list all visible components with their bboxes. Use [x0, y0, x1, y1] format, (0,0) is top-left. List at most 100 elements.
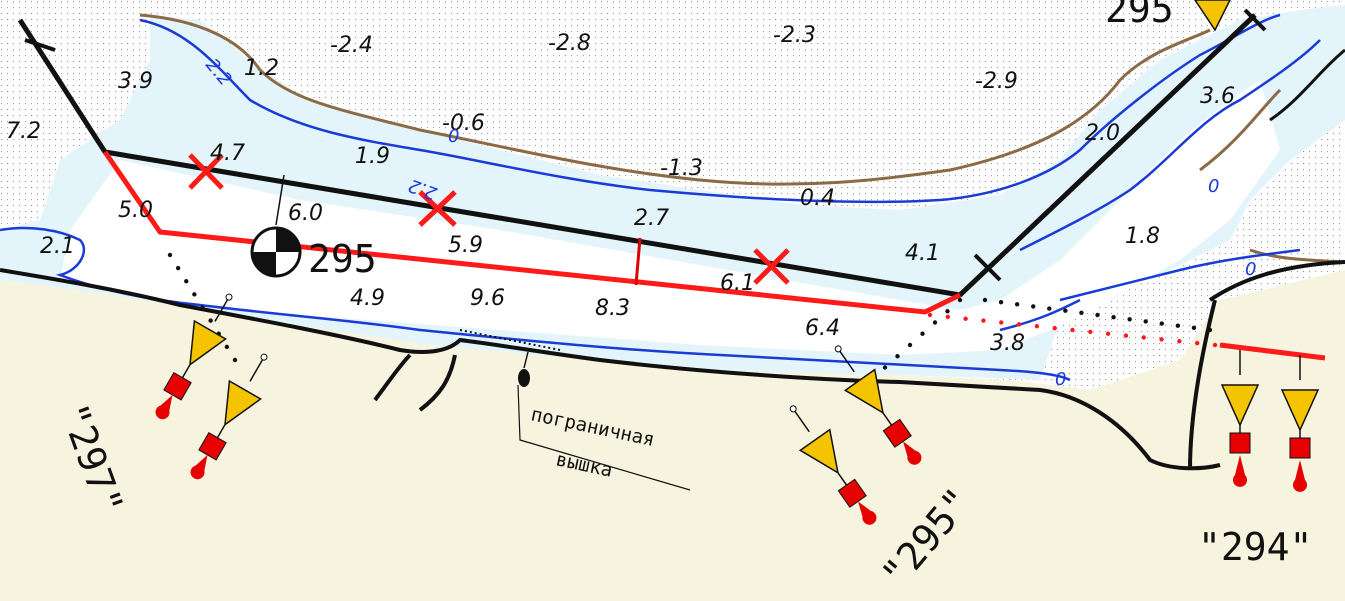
buoy-symbol — [190, 353, 268, 480]
depth-sounding: 5.9 — [448, 233, 483, 258]
top-partial-label: 295 — [1105, 0, 1174, 31]
depth-sounding: 1.9 — [355, 144, 390, 169]
leading-line-dot — [208, 318, 213, 323]
leading-line-dot — [1063, 308, 1068, 313]
km-marker-symbol — [250, 174, 302, 278]
right-bank — [1188, 260, 1345, 471]
leading-line-dot — [963, 316, 968, 321]
depth-sounding: -0.6 — [442, 111, 485, 136]
cross-marker-3 — [753, 248, 790, 285]
boundary-tick-2 — [973, 253, 1002, 282]
leading-line-dot — [1159, 337, 1164, 342]
leading-line-dot — [1105, 331, 1111, 336]
depth-sounding: -1.3 — [660, 156, 703, 181]
cross-marker-1 — [188, 153, 224, 190]
leading-line-dot — [1177, 339, 1182, 344]
depth-sounding: 7.2 — [6, 119, 41, 144]
isobath-label: 0 — [1055, 369, 1066, 390]
depth-sounding: 2.1 — [40, 234, 75, 259]
depth-sounding: 3.8 — [990, 331, 1025, 356]
depth-sounding: 6.4 — [805, 316, 840, 341]
leading-line-dot — [1034, 324, 1040, 329]
route-gate-line — [1219, 342, 1326, 361]
leading-line-dot — [945, 309, 950, 314]
partial-buoy-top — [1194, 0, 1231, 32]
depth-sounding: 6.0 — [288, 201, 323, 226]
leading-line-dot — [1194, 340, 1200, 346]
leading-line-dot — [957, 297, 963, 303]
leading-line-dot — [999, 320, 1004, 325]
leading-line-dot — [1016, 322, 1022, 327]
leading-line-dot — [982, 297, 988, 303]
leading-line-dot — [945, 314, 951, 320]
leading-line-dot — [167, 252, 173, 258]
depth-sounding: -2.8 — [548, 31, 591, 56]
leading-line-dot — [1031, 304, 1036, 309]
leading-line-dot — [927, 312, 933, 318]
leading-line-dot — [1047, 306, 1052, 311]
leading-line-dot — [1207, 327, 1213, 333]
leading-line-dot — [981, 318, 986, 323]
leading-line-dot — [1141, 335, 1146, 340]
creek-mouth — [373, 353, 457, 412]
depth-sounding: 8.3 — [595, 296, 630, 321]
leading-line-dot — [907, 342, 913, 348]
leading-line-dot — [1014, 302, 1020, 307]
leading-line-dot — [932, 320, 938, 325]
shoreline-upper — [139, 13, 1211, 186]
depth-sounding: 3.9 — [118, 69, 153, 94]
depth-sounding: -2.9 — [975, 69, 1018, 94]
leading-line-dot — [882, 365, 888, 370]
signal-294: "294" — [1198, 350, 1320, 569]
water-channel-inner — [60, 80, 1280, 355]
isobath-upper — [139, 13, 1281, 204]
depth-sounding: 4.1 — [905, 241, 940, 266]
leading-line-dot — [1212, 342, 1218, 348]
depth-sounding: 9.6 — [470, 286, 505, 311]
leading-line-dot — [1175, 323, 1181, 328]
isobath-label: 0 — [448, 126, 459, 147]
leading-line-dot — [200, 305, 205, 310]
cross-marker-2 — [418, 190, 457, 227]
gauge-stick — [634, 237, 642, 286]
isobath-label: 0 — [1245, 259, 1256, 280]
depth-sounding: 4.7 — [210, 141, 245, 166]
isobath-label: 0 — [1208, 176, 1219, 197]
leading-line-dot — [895, 354, 900, 359]
recommended-route — [102, 150, 962, 315]
leading-line-dot — [232, 357, 238, 363]
leading-line-dot — [1088, 329, 1093, 335]
leading-line-dot — [1143, 319, 1148, 324]
depth-sounding: -2.4 — [330, 33, 373, 58]
leading-line-dot — [1111, 314, 1116, 320]
depth-sounding: 0.4 — [800, 186, 835, 211]
channel-boundary-left — [17, 13, 1257, 298]
leading-line-dot — [175, 265, 181, 271]
leading-line-dot — [1159, 321, 1164, 326]
leading-line-dot — [1095, 312, 1100, 318]
isobath-lower — [0, 226, 1071, 382]
depth-sounding: 1.2 — [244, 56, 279, 81]
depth-sounding: -2.3 — [773, 23, 816, 48]
leading-line-dot — [1052, 325, 1057, 331]
leading-line-dot — [1191, 325, 1197, 331]
buoy-symbol — [1280, 355, 1320, 492]
leading-line-dot — [192, 292, 197, 297]
depth-sounding: 3.6 — [1200, 84, 1235, 109]
leading-line-dot — [184, 279, 189, 284]
depth-sounding: 5.0 — [118, 198, 153, 223]
leading-line-dot — [920, 331, 925, 336]
boundary-tick-1 — [24, 38, 56, 52]
depth-sounding: 1.8 — [1125, 224, 1160, 249]
depth-soundings: -2.4 -2.8 -2.3 -2.9 1.2 3.9 7.2 -0.6 -1.… — [6, 23, 1235, 356]
depth-sounding: 2.0 — [1085, 121, 1120, 146]
buoy-symbol — [155, 293, 233, 420]
boundary-tick-3 — [1243, 8, 1267, 32]
buoy-symbol — [789, 405, 877, 525]
depth-sounding: 4.9 — [350, 286, 385, 311]
depth-sounding: 6.1 — [720, 271, 755, 296]
border-tower-symbol — [459, 329, 691, 491]
leading-line-dot — [1079, 310, 1084, 316]
depth-sounding: 2.7 — [634, 206, 669, 231]
